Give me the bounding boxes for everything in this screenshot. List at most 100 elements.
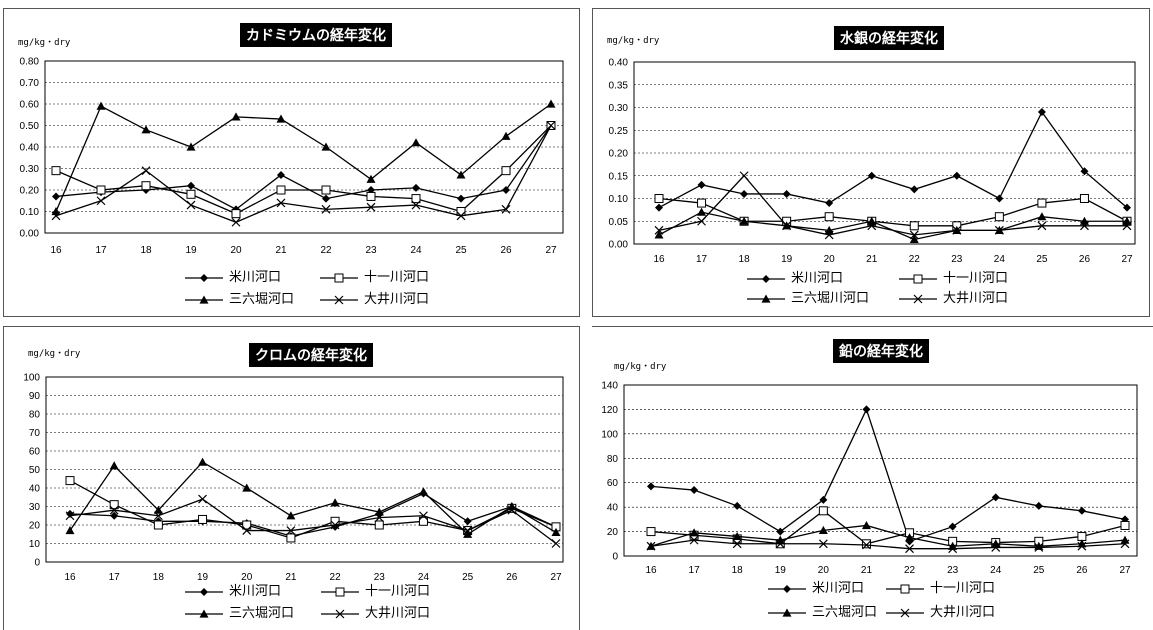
x-tick-label: 16 xyxy=(653,254,665,265)
data-point xyxy=(65,526,75,535)
data-point xyxy=(456,207,466,216)
data-point xyxy=(366,202,376,212)
y-tick-label: 20 xyxy=(607,527,619,538)
data-point xyxy=(141,181,151,191)
data-point xyxy=(994,212,1004,222)
legend-swatch xyxy=(185,274,223,282)
data-point xyxy=(330,498,340,507)
y-tick-label: 0.10 xyxy=(20,207,40,218)
y-tick-label: 0.35 xyxy=(609,80,629,91)
data-point xyxy=(775,539,785,549)
y-tick-label: 0.30 xyxy=(609,103,629,114)
data-point xyxy=(51,211,61,221)
y-tick-label: 100 xyxy=(601,429,618,440)
data-point xyxy=(697,180,706,189)
series-line xyxy=(650,509,1126,545)
series-line xyxy=(658,174,1127,236)
data-point xyxy=(231,112,241,121)
x-tick-label: 24 xyxy=(990,565,1002,576)
x-tick-label: 22 xyxy=(909,254,921,265)
data-point xyxy=(994,225,1004,235)
data-point xyxy=(909,230,919,240)
data-point xyxy=(733,501,742,510)
y-tick-label: 100 xyxy=(23,373,40,384)
data-point xyxy=(909,234,919,244)
data-point xyxy=(905,544,914,554)
data-point xyxy=(818,539,828,549)
data-point xyxy=(110,511,119,520)
data-point xyxy=(1122,221,1132,231)
legend-swatch xyxy=(320,295,358,305)
data-point xyxy=(66,509,74,518)
series-line xyxy=(55,125,552,211)
x-tick-label: 19 xyxy=(775,565,787,576)
x-tick-label: 21 xyxy=(275,245,287,256)
data-point xyxy=(242,483,252,492)
data-point xyxy=(948,541,958,550)
chart-panel-mercury: 0.00 0.05 0.10 0.15 0.20 0.25 0.30 0.35 0.40 16 17… xyxy=(592,8,1150,317)
data-point xyxy=(1037,221,1047,231)
y-tick-label: 20 xyxy=(29,521,41,532)
y-tick-label: 0.00 xyxy=(20,229,40,240)
legend-swatch xyxy=(899,294,937,304)
y-tick-label: 60 xyxy=(607,478,619,489)
legend-marker xyxy=(900,608,910,618)
x-tick-label: 26 xyxy=(1076,565,1088,576)
data-point xyxy=(732,531,742,541)
data-point xyxy=(52,192,60,201)
data-point xyxy=(1077,539,1087,548)
x-tick-label: 26 xyxy=(500,245,512,256)
data-point xyxy=(952,225,962,235)
data-point xyxy=(546,121,556,130)
data-point xyxy=(463,529,473,538)
x-tick-label: 18 xyxy=(140,245,152,256)
data-point xyxy=(1079,194,1089,203)
data-point xyxy=(276,114,286,123)
data-point xyxy=(463,517,472,526)
chart-plot-lead: 0 20 40 60 80 100 120 140 16 17 18 19 20 21 22 23 24 25 26… xyxy=(601,381,1138,576)
x-tick-label: 27 xyxy=(545,245,557,256)
data-point xyxy=(1120,520,1130,530)
data-point xyxy=(818,506,828,516)
x-tick-label: 19 xyxy=(197,572,209,583)
legend-marker xyxy=(782,608,792,617)
chart-svg-mercury: 0.00 0.05 0.10 0.15 0.20 0.25 0.30 0.35 0.40 16 17… xyxy=(592,8,1150,317)
x-tick-label: 20 xyxy=(230,245,242,256)
data-point xyxy=(286,511,296,520)
data-point xyxy=(1037,108,1046,117)
data-point xyxy=(867,221,877,231)
data-point xyxy=(96,185,106,195)
data-point xyxy=(418,487,428,496)
data-point xyxy=(242,526,252,535)
x-tick-label: 24 xyxy=(994,254,1006,265)
y-tick-label: 0.40 xyxy=(20,143,40,154)
legend-swatch xyxy=(185,609,223,618)
x-tick-label: 27 xyxy=(1119,565,1131,576)
data-point xyxy=(862,540,871,550)
legend-label: 三六堀河口 xyxy=(812,605,878,620)
legend-marker xyxy=(913,294,923,304)
series-line xyxy=(55,125,552,215)
legend-swatch xyxy=(768,585,806,593)
data-point xyxy=(991,493,1000,502)
data-point xyxy=(51,207,61,216)
data-point xyxy=(697,216,706,226)
x-tick-label: 27 xyxy=(1121,254,1133,265)
data-point xyxy=(782,189,791,198)
x-tick-label: 22 xyxy=(330,572,342,583)
chart-plot-mercury: 0.00 0.05 0.10 0.15 0.20 0.25 0.30 0.35 0.40 16 17… xyxy=(609,58,1136,265)
chart-panel-lead: 0 20 40 60 80 100 120 140 16 17 18 19 20 21 22 23 24 25 26… xyxy=(592,326,1153,630)
data-point xyxy=(374,520,384,530)
series-line xyxy=(658,110,1128,209)
data-point xyxy=(654,194,664,203)
data-point xyxy=(109,461,119,470)
x-tick-label: 21 xyxy=(285,572,297,583)
y-tick-label: 80 xyxy=(607,454,619,465)
data-point xyxy=(366,174,376,183)
data-point xyxy=(419,511,428,521)
data-point xyxy=(654,225,664,235)
chart-panel-cadmium: 0.00 0.10 0.20 0.30 0.40 0.50 0.60 0.70 0.80 16 17… xyxy=(3,8,580,317)
data-point xyxy=(198,494,207,504)
legend-marker xyxy=(200,588,208,596)
data-point xyxy=(551,527,561,536)
